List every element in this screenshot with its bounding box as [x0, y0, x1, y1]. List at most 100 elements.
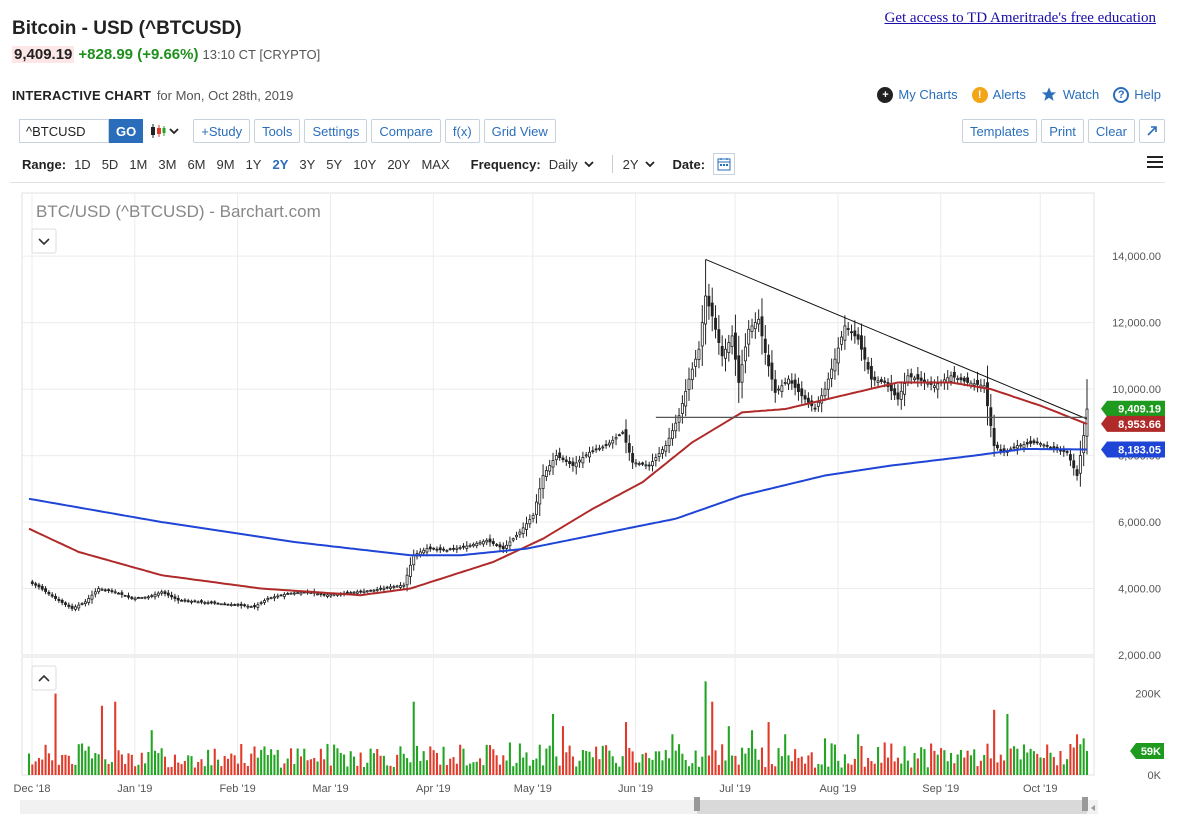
candle-down [1035, 441, 1039, 444]
frequency-select[interactable]: Daily [549, 157, 594, 172]
collapse-price-button[interactable] [31, 228, 57, 254]
grid-view-button[interactable]: Grid View [483, 119, 556, 143]
volume-bar-down [495, 755, 498, 775]
volume-bar-down [800, 756, 803, 775]
volume-bar-up [392, 766, 395, 775]
volume-bar-down [452, 757, 455, 775]
templates-button[interactable]: Templates [961, 119, 1038, 143]
range-option-9m[interactable]: 9M [216, 156, 235, 172]
volume-bar-up [744, 753, 747, 775]
candle-up [531, 515, 535, 519]
volume-bar-up [153, 750, 157, 775]
volume-tick-label: 0K [1148, 770, 1162, 782]
expand-volume-button[interactable] [31, 665, 57, 691]
volume-bar-up [664, 750, 667, 775]
range-option-6m[interactable]: 6M [187, 156, 206, 172]
study-button[interactable]: +Study [193, 119, 251, 143]
candle-down [710, 302, 714, 317]
range-option-5y[interactable]: 5Y [326, 156, 343, 172]
candle-up [551, 460, 555, 468]
candle-down [919, 377, 923, 381]
candle-down [428, 546, 432, 550]
fx-button[interactable]: f(x) [444, 119, 480, 143]
range-option-1m[interactable]: 1M [129, 156, 148, 172]
volume-bar-up [77, 744, 80, 775]
range-option-20y[interactable]: 20Y [387, 156, 411, 172]
volume-bar-up [820, 764, 823, 775]
volume-bar-up [687, 766, 691, 775]
volume-bar-down [910, 767, 913, 775]
candle-up [266, 598, 270, 601]
time-scrollbar[interactable] [20, 797, 1098, 814]
clear-button[interactable]: Clear [1087, 119, 1135, 143]
volume-bar-down [31, 764, 34, 775]
candle-up [263, 600, 266, 603]
volume-bar-down [760, 747, 764, 775]
volume-bar-down [764, 767, 767, 775]
volume-bar-up [674, 750, 677, 775]
promo-link[interactable]: Get access to TD Ameritrade's free educa… [884, 10, 1156, 26]
candle-down [617, 434, 621, 437]
my-charts-link[interactable]: + My Charts [877, 86, 958, 103]
date-picker-button[interactable] [713, 153, 736, 175]
volume-bar-down [479, 758, 482, 775]
candle-up [670, 430, 674, 440]
volume-bar-up [485, 744, 488, 775]
volume-bar-down [435, 753, 438, 775]
quote-time: 13:10 CT [CRYPTO] [202, 47, 321, 62]
settings-button[interactable]: Settings [304, 119, 368, 143]
range-option-1d[interactable]: 1D [74, 156, 91, 172]
volume-bar-up [956, 754, 959, 775]
candle-up [644, 464, 648, 467]
price-chart[interactable]: BTC/USD (^BTCUSD) - Barchart.com 14,000.… [0, 186, 1183, 820]
volume-bar-down [44, 744, 47, 775]
print-button[interactable]: Print [1041, 119, 1084, 143]
candle-down [1012, 446, 1016, 449]
candle-down [223, 603, 227, 606]
candle-down [879, 379, 883, 383]
volume-bar-down [177, 762, 180, 775]
range-option-3m[interactable]: 3M [158, 156, 177, 172]
candle-up [355, 591, 359, 594]
volume-bar-up [160, 748, 163, 775]
go-button[interactable]: GO [109, 119, 144, 143]
volume-bar-up [1049, 752, 1052, 775]
chart-type-selector[interactable] [149, 119, 179, 143]
alerts-link[interactable]: ! Alerts [971, 86, 1026, 103]
candle-up [607, 442, 611, 446]
divider [10, 182, 1165, 183]
candle-up [1082, 435, 1086, 454]
chart-heading: INTERACTIVE CHART for Mon, Oct 28th, 201… [12, 88, 293, 103]
trendline[interactable] [705, 259, 1088, 420]
menu-button[interactable] [1147, 155, 1163, 172]
range-option-2y[interactable]: 2Y [272, 156, 289, 172]
range-option-10y[interactable]: 10Y [353, 156, 377, 172]
period-select[interactable]: 2Y [623, 157, 655, 172]
volume-bar-up [830, 743, 833, 775]
candle-up [515, 534, 518, 538]
help-link[interactable]: ? Help [1113, 86, 1161, 103]
candle-down [773, 379, 777, 393]
volume-bar-down [226, 758, 230, 775]
volume-bar-up [943, 750, 946, 775]
range-option-max[interactable]: MAX [421, 156, 450, 172]
candle-up [465, 545, 469, 549]
candle-up [823, 388, 827, 397]
candle-down [856, 334, 860, 340]
candle-up [296, 592, 300, 595]
volume-bar-up [190, 756, 193, 775]
watch-link[interactable]: Watch [1040, 86, 1099, 103]
candle-up [80, 603, 84, 605]
range-option-1y[interactable]: 1Y [245, 156, 262, 172]
volume-bar-up [518, 743, 521, 775]
expand-button[interactable] [1139, 119, 1165, 143]
symbol-input[interactable] [19, 119, 109, 143]
candle-up [90, 594, 94, 600]
volume-bar-down [565, 752, 568, 775]
compare-button[interactable]: Compare [371, 119, 441, 143]
volume-bar-up [144, 763, 147, 775]
tools-button[interactable]: Tools [254, 119, 301, 143]
range-option-5d[interactable]: 5D [101, 156, 119, 172]
range-option-3y[interactable]: 3Y [299, 156, 316, 172]
volume-bar-up [293, 764, 296, 775]
